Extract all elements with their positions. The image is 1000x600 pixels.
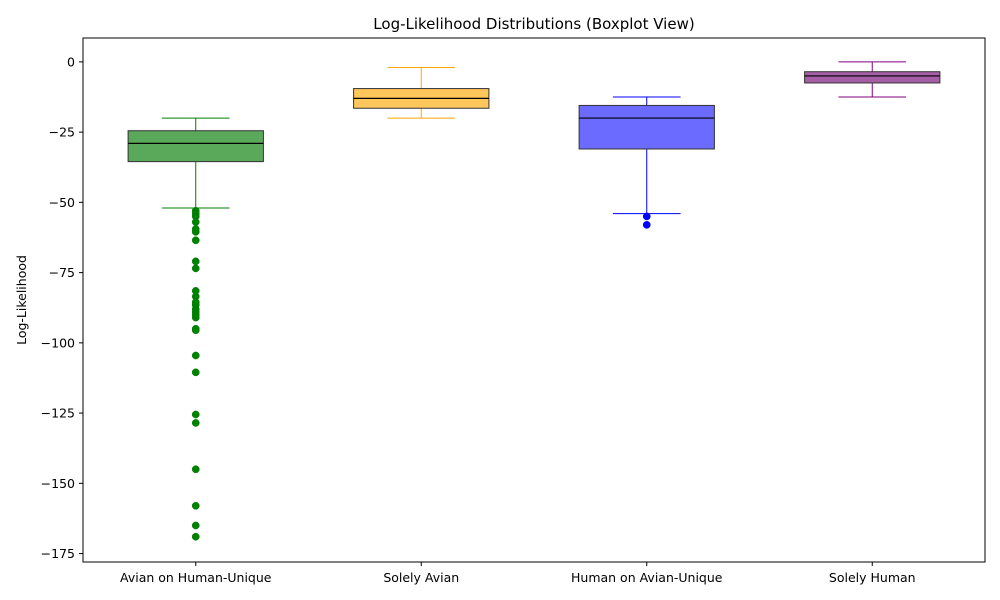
- outlier-point: [191, 257, 200, 266]
- outlier-point: [191, 228, 200, 236]
- x-tick-label: Avian on Human-Unique: [120, 570, 272, 585]
- box-group-1: [353, 67, 490, 119]
- outlier-point: [191, 521, 200, 530]
- outlier-point: [191, 368, 200, 377]
- outlier-point: [191, 419, 200, 427]
- box: [578, 104, 715, 150]
- box-group-2: [578, 96, 715, 229]
- y-tick-label: 0: [67, 54, 75, 69]
- box: [804, 71, 941, 84]
- x-tick-label: Human on Avian-Unique: [571, 570, 723, 585]
- chart-title: Log-Likelihood Distributions (Boxplot Vi…: [373, 15, 694, 33]
- outlier-point: [191, 236, 200, 245]
- y-tick-label: −75: [49, 265, 75, 280]
- axes: 0 −25 −50 −75 −100 −125 −150 −175 Avian on Human…: [41, 54, 916, 585]
- outlier-point: [642, 212, 651, 221]
- y-tick-label: −125: [41, 406, 75, 421]
- outlier-point: [191, 326, 200, 335]
- outlier-point: [191, 532, 200, 541]
- plot-frame: [82, 37, 986, 563]
- outlier-point: [191, 264, 200, 273]
- y-tick-label: −50: [49, 195, 75, 210]
- box-group-0: [127, 117, 264, 541]
- box: [127, 130, 264, 163]
- box-group-3: [804, 61, 941, 98]
- outlier-point: [642, 220, 651, 229]
- y-tick-label: −100: [41, 335, 75, 350]
- y-tick-label: −150: [41, 476, 75, 491]
- y-tick-label: −25: [49, 125, 75, 140]
- outlier-point: [191, 501, 200, 510]
- outlier-point: [191, 465, 200, 474]
- x-tick-label: Solely Human: [829, 570, 916, 585]
- plot-area: [127, 61, 941, 541]
- outlier-point: [191, 313, 200, 322]
- outlier-point: [191, 218, 200, 226]
- outlier-point: [191, 351, 200, 360]
- y-axis-label: Log-Likelihood: [14, 255, 29, 345]
- outlier-point: [191, 410, 200, 419]
- x-tick-label: Solely Avian: [383, 570, 459, 585]
- y-tick-label: −175: [41, 546, 75, 561]
